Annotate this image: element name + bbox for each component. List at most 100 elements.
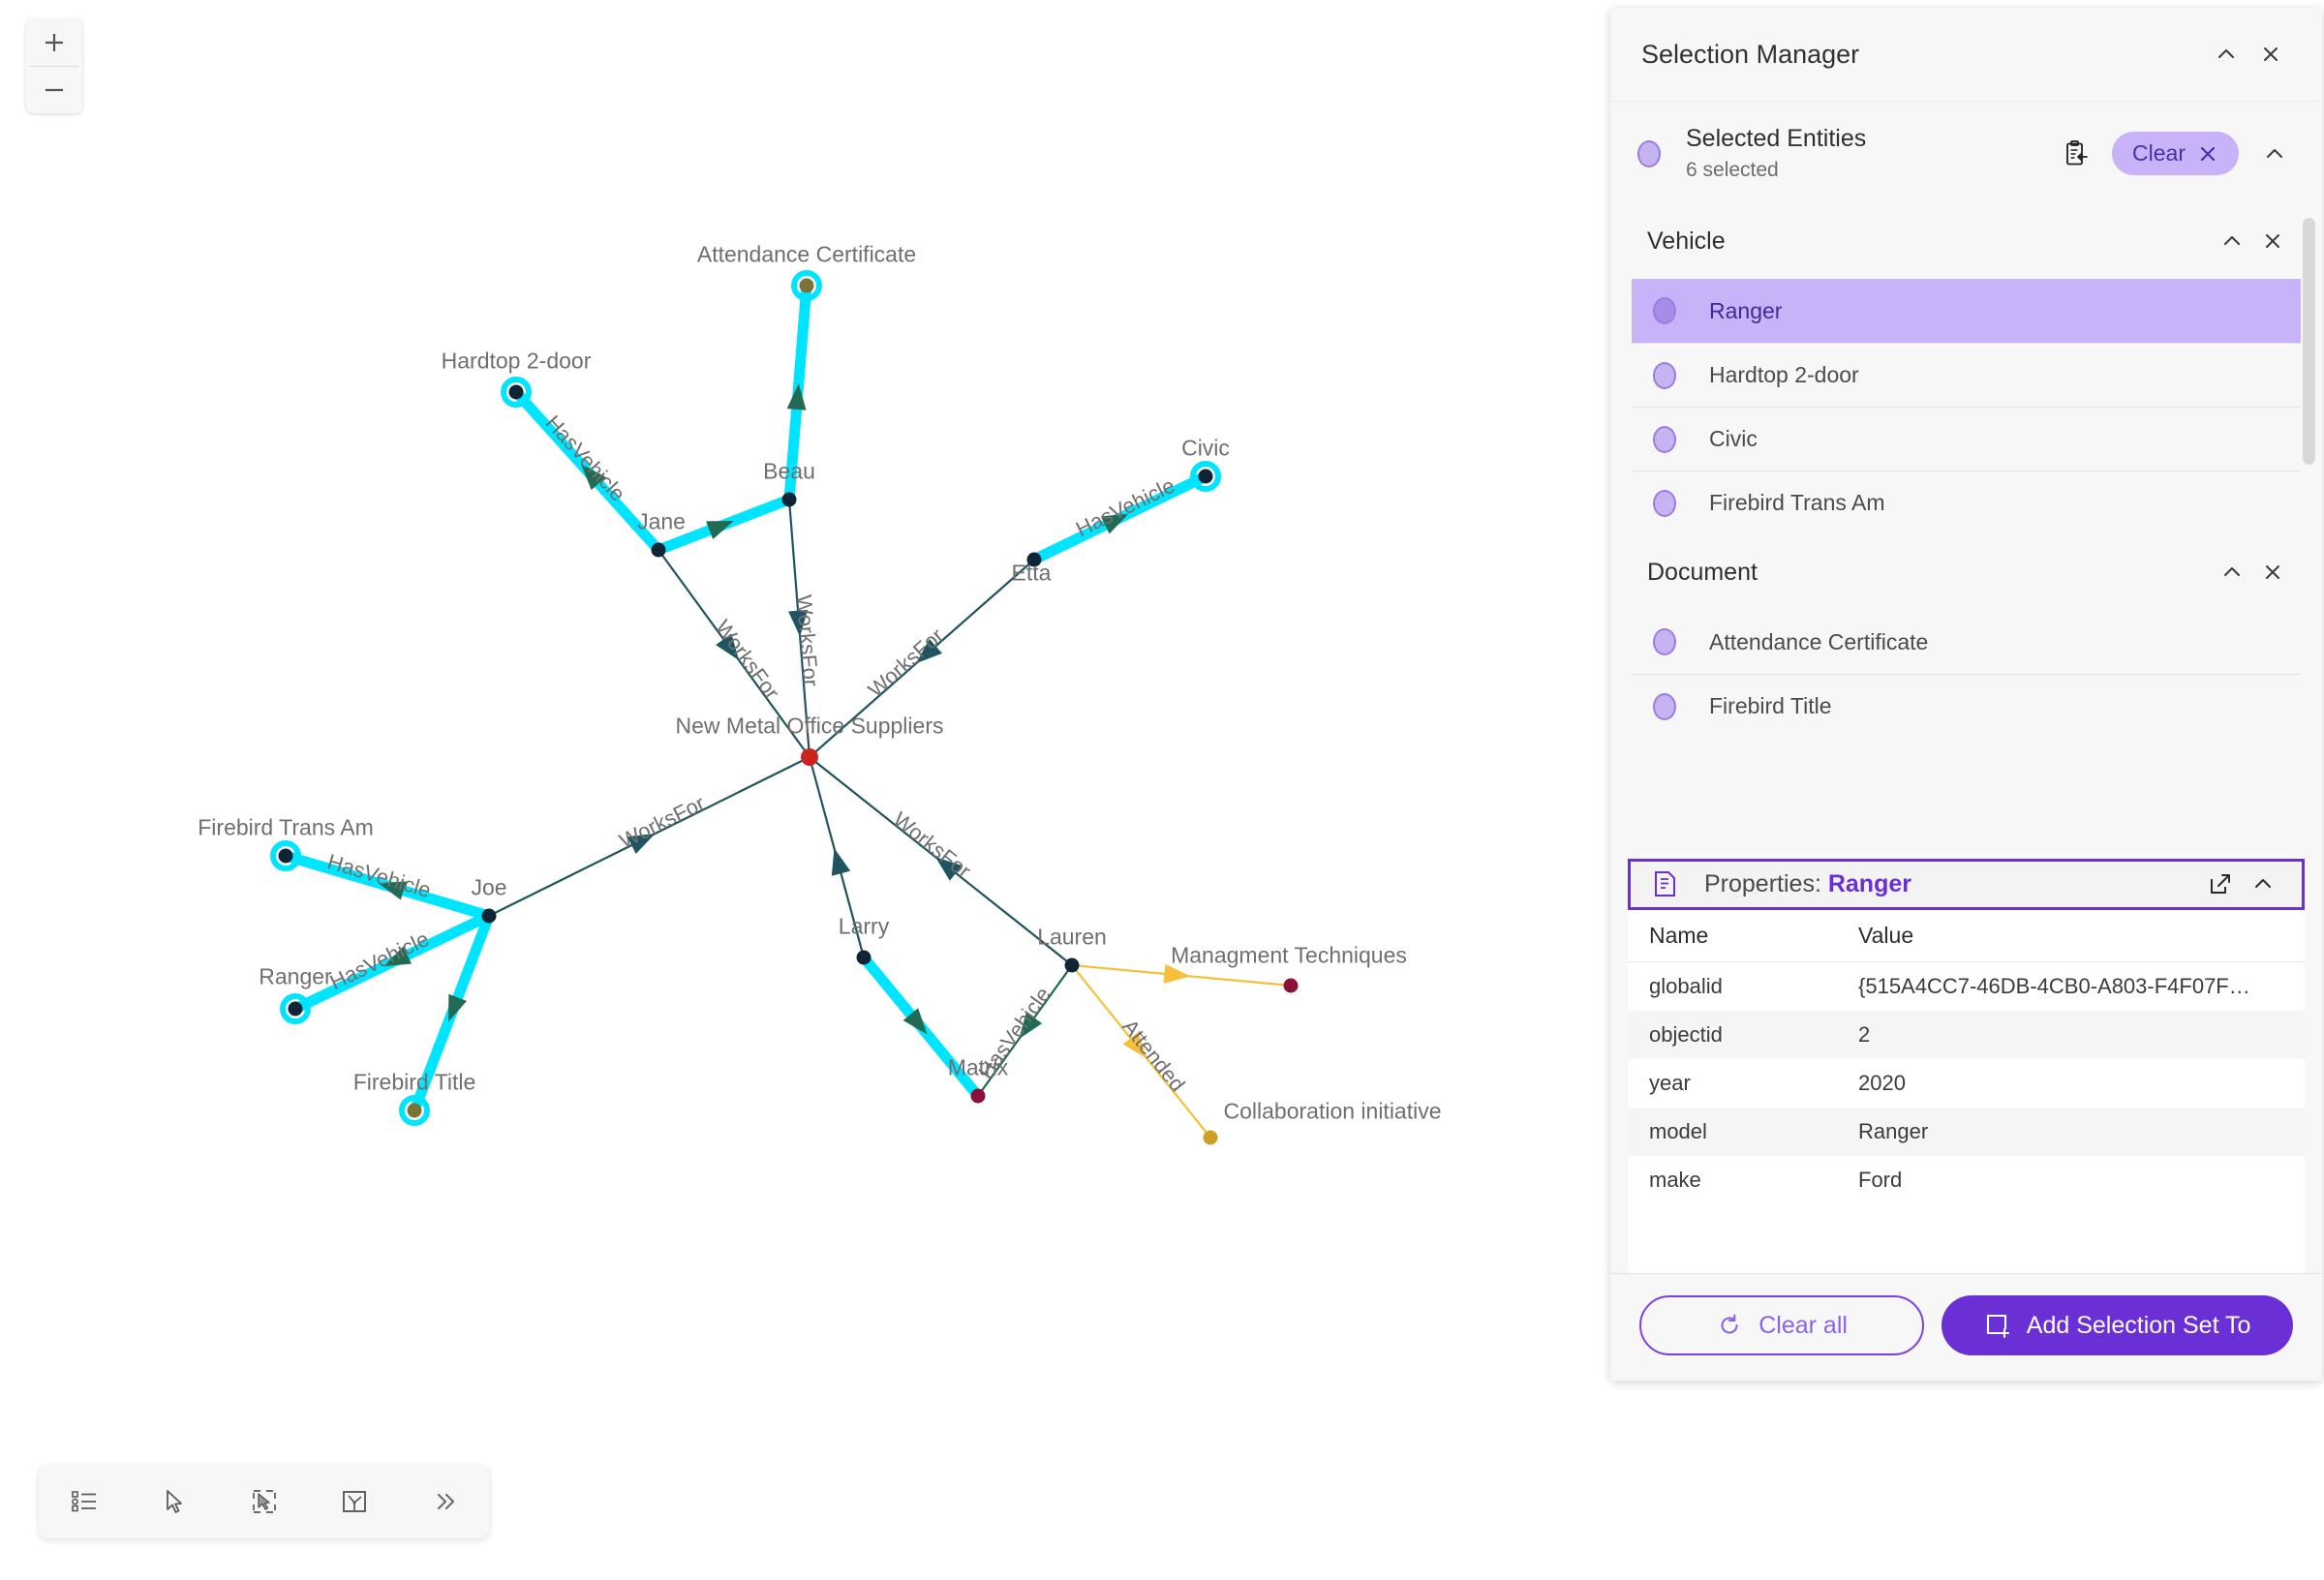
close-icon	[2200, 146, 2216, 161]
select-pointer-button[interactable]	[129, 1465, 219, 1538]
graph-node[interactable]	[280, 993, 311, 1024]
panel-collapse-button[interactable]	[2204, 32, 2248, 76]
graph-node[interactable]	[970, 1088, 986, 1104]
edge-label: Attended	[1117, 1015, 1190, 1096]
clear-all-button[interactable]: Clear all	[1639, 1295, 1925, 1355]
graph-edge[interactable]	[977, 964, 1073, 1097]
box-select-button[interactable]	[219, 1465, 309, 1538]
zoom-control	[26, 19, 82, 113]
graph-canvas[interactable]: HasVehicle HasVehicle WorksFor WorksFor Work…	[0, 0, 1607, 1580]
graph-node[interactable]	[399, 1095, 430, 1126]
graph-edge[interactable]	[1071, 964, 1211, 1139]
group-close-button[interactable]	[2252, 552, 2293, 592]
properties-empty-space	[1628, 1203, 2305, 1273]
clear-selection-button[interactable]: Clear	[2112, 132, 2239, 175]
graph-node[interactable]	[1190, 461, 1221, 492]
group-collapse-button[interactable]	[2212, 552, 2252, 592]
graph-edges	[280, 280, 1292, 1139]
edge-label: HasVehicle	[324, 849, 434, 902]
entity-label: Ranger	[1709, 297, 1783, 323]
add-selection-set-button[interactable]: Add Selection Set To	[1942, 1295, 2293, 1355]
edge-arrowhead	[448, 993, 468, 1022]
entity-row[interactable]: Attendance Certificate	[1632, 610, 2301, 674]
layout-button[interactable]	[309, 1465, 399, 1538]
entity-row[interactable]: Firebird Title	[1632, 674, 2301, 738]
property-value: 2	[1858, 1021, 1871, 1047]
close-icon	[2264, 47, 2278, 61]
property-row: objectid 2	[1628, 1010, 2305, 1059]
graph-layout-icon	[342, 1491, 366, 1512]
graph-edge[interactable]	[1071, 963, 1292, 988]
entity-row[interactable]: Hardtop 2-door	[1632, 343, 2301, 407]
graph-edge[interactable]	[409, 910, 495, 1116]
graph-node[interactable]	[781, 492, 797, 507]
edge-arrowhead	[902, 1008, 928, 1035]
graph-edge[interactable]	[809, 559, 1035, 758]
graph-node[interactable]	[856, 950, 872, 965]
properties-entity-name: Ranger	[1827, 869, 1911, 897]
entity-row[interactable]: Civic	[1632, 407, 2301, 471]
legend-list-icon	[71, 1491, 96, 1512]
selected-entities-collapse-button[interactable]	[2254, 134, 2295, 174]
graph-node[interactable]	[801, 748, 818, 766]
graph-node[interactable]	[1203, 1130, 1218, 1145]
property-row: model Ranger	[1628, 1107, 2305, 1156]
column-header-value: Value	[1858, 922, 1914, 948]
graph-edge[interactable]	[488, 756, 810, 917]
plus-icon	[46, 34, 63, 51]
graph-edge[interactable]	[290, 910, 495, 1015]
selection-scrollbar[interactable]	[2303, 218, 2315, 465]
panel-close-button[interactable]	[2248, 32, 2293, 76]
graph-edge[interactable]	[510, 386, 664, 556]
edge-arrowhead	[378, 881, 407, 900]
graph-node[interactable]	[501, 377, 532, 408]
graph-svg: HasVehicle HasVehicle WorksFor WorksFor Work…	[270, 270, 1299, 1145]
property-name: globalid	[1649, 973, 1723, 998]
edge-label: HasVehicle	[541, 410, 630, 505]
properties-label: Properties:	[1704, 869, 1828, 897]
graph-node[interactable]	[1283, 978, 1299, 993]
graph-edge[interactable]	[653, 494, 795, 556]
zoom-in-button[interactable]	[26, 19, 82, 66]
minus-icon	[46, 88, 63, 92]
chevron-up-icon	[2255, 879, 2271, 889]
group-title: Document	[1647, 558, 1758, 586]
entity-label: Hardtop 2-door	[1709, 362, 1859, 387]
edge-arrowhead	[716, 633, 740, 661]
group-close-button[interactable]	[2252, 221, 2293, 261]
reset-icon	[1721, 1314, 1738, 1334]
graph-nodes[interactable]	[270, 270, 1299, 1145]
selected-entities-row: Selected Entities 6 selected Clear	[1610, 102, 2322, 203]
graph-node[interactable]	[1026, 552, 1042, 567]
graph-node[interactable]	[1064, 957, 1080, 973]
more-tools-button[interactable]	[399, 1465, 489, 1538]
properties-header[interactable]: Properties: Ranger	[1628, 859, 2305, 910]
properties-popout-button[interactable]	[2199, 863, 2242, 905]
graph-edge[interactable]	[808, 756, 866, 958]
selection-scroll-area[interactable]: Selected Entities 6 selected Clear	[1610, 102, 2322, 853]
edge-arrowhead	[383, 946, 413, 967]
graph-edge[interactable]	[783, 280, 812, 505]
graph-edge[interactable]	[809, 756, 1073, 966]
graph-edge[interactable]	[280, 850, 495, 922]
graph-node[interactable]	[651, 542, 666, 558]
graph-node[interactable]	[270, 840, 301, 871]
edge-label: WorksFor	[864, 623, 949, 702]
properties-collapse-button[interactable]	[2242, 863, 2284, 905]
property-value: Ford	[1858, 1167, 1903, 1192]
graph-edge[interactable]	[1028, 471, 1211, 565]
zoom-out-button[interactable]	[26, 67, 82, 113]
entity-row[interactable]: Ranger	[1632, 279, 2301, 343]
graph-edge[interactable]	[657, 549, 810, 758]
graph-edge[interactable]	[858, 952, 984, 1102]
graph-edge[interactable]	[787, 499, 811, 758]
group-collapse-button[interactable]	[2212, 221, 2252, 261]
legend-button[interactable]	[39, 1465, 129, 1538]
entity-label: Firebird Title	[1709, 693, 1832, 718]
graph-node[interactable]	[791, 270, 822, 301]
copy-selection-button[interactable]	[2054, 132, 2098, 176]
graph-node[interactable]	[481, 908, 497, 924]
edge-arrowhead	[786, 382, 807, 410]
entity-bullet	[1653, 489, 1676, 517]
entity-row[interactable]: Firebird Trans Am	[1632, 471, 2301, 534]
